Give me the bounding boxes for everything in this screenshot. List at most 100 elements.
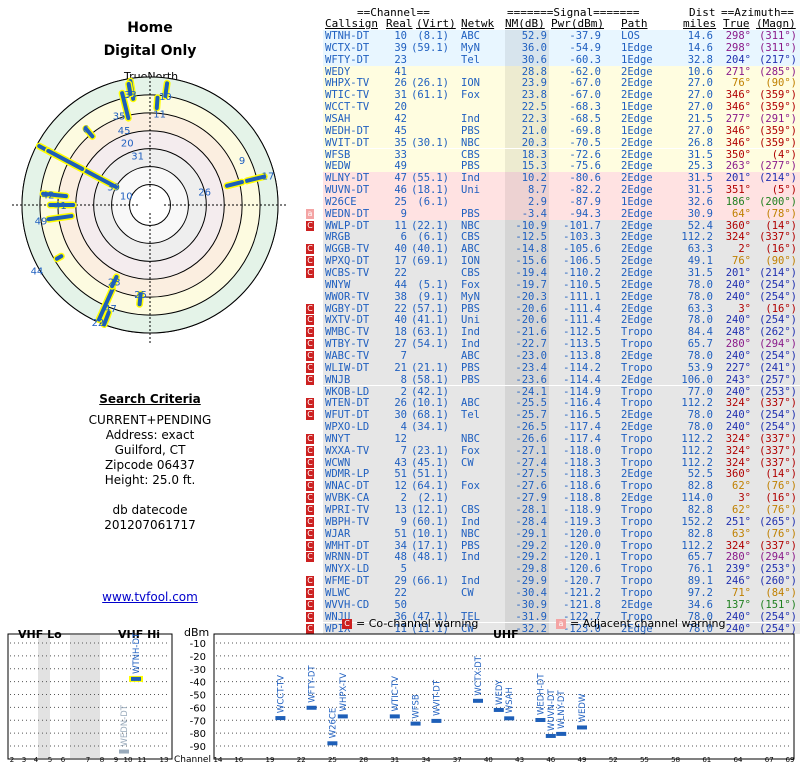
table-row[interactable]: WNYW 44 (5.1) Fox -19.7 -110.5 2Edge 78.0 240° (2… bbox=[303, 278, 800, 291]
table-row[interactable]: C WWLP-DT 11 (22.1) NBC -10.9 -101.7 2Edge 52.4 3… bbox=[303, 219, 800, 232]
table-row[interactable]: C WGGB-TV 40 (40.1) ABC -14.8 -105.6 2Edge 63.3 2… bbox=[303, 243, 800, 255]
cell-callsign: WNAC-DT bbox=[325, 480, 370, 493]
table-row[interactable]: C WCWN 43 (45.1) CW -27.4 -118.3 Tropo 112.2 324°… bbox=[303, 456, 800, 469]
cell-callsign: WPRI-TV bbox=[325, 504, 370, 516]
cell-path: 1Edge bbox=[621, 53, 653, 66]
table-row[interactable]: C WMBC-TV 18 (63.1) Ind -21.6 -112.5 Tropo 84.4 2… bbox=[303, 326, 800, 338]
table-row[interactable]: C WFUT-DT 30 (68.1) Tel -25.7 -116.5 2Edge 78.0 2… bbox=[303, 409, 800, 421]
table-row[interactable]: WUVN-DT 46 (18.1) Uni 8.7 -82.2 2Edge 31.5 351° (… bbox=[303, 184, 800, 196]
table-row[interactable]: C WPRI-TV 13 (12.1) CBS -28.1 -118.9 Tropo 82.8 6… bbox=[303, 504, 800, 516]
cell-azimuth-true: 277° bbox=[725, 112, 751, 125]
cell-path: Tropo bbox=[621, 515, 653, 528]
col-header-pwr: Pwr(dBm) bbox=[551, 17, 604, 30]
cell-nm: -26.6 bbox=[515, 432, 547, 445]
cell-real: 12 bbox=[394, 432, 407, 445]
table-row[interactable]: WFTY-DT 23 Tel 30.6 -60.3 1Edge 32.8 204° (217°) bbox=[303, 53, 800, 66]
cell-real: 26 bbox=[394, 77, 407, 90]
table-row[interactable]: C WBPH-TV 9 (60.1) Ind -28.4 -119.3 Tropo 152.2 2… bbox=[303, 515, 800, 528]
cell-nm: -30.9 bbox=[515, 598, 547, 611]
table-row[interactable]: C WVBK-CA 2 (2.1) -27.9 -118.8 2Edge 114.0 3° (16… bbox=[303, 492, 800, 504]
table-row[interactable]: a WEDN-DT 9 PBS -3.4 -94.3 2Edge 30.9 64° (78°) bbox=[303, 207, 800, 220]
cell-network: PBS bbox=[461, 160, 480, 173]
table-row[interactable]: WCCT-TV 20 22.5 -68.3 1Edge 27.0 346° (359°) bbox=[303, 101, 800, 113]
cell-azimuth-true: 243° bbox=[725, 373, 751, 386]
tvfool-link[interactable]: www.tvfool.com bbox=[102, 590, 198, 604]
cell-path: 2Edge bbox=[621, 255, 653, 268]
table-row[interactable]: WVIT-DT 35 (30.1) NBC 20.3 -70.5 2Edge 26.8 346°… bbox=[303, 136, 800, 149]
table-row[interactable]: C WVVH-CD 50 -30.9 -121.8 2Edge 34.6 137° (151°) bbox=[303, 598, 800, 611]
table-row[interactable]: C WLIW-DT 21 (21.1) PBS -23.4 -114.2 Tropo 53.9 2… bbox=[303, 361, 800, 374]
table-row[interactable]: WEDW 49 PBS 15.3 -75.6 2Edge 25.3 263° (277°) bbox=[303, 160, 800, 172]
polar-label: 39 bbox=[107, 182, 120, 193]
table-row[interactable]: WTNH-DT 10 (8.1) ABC 52.9 -37.9 LOS 14.6 298° (31… bbox=[303, 30, 800, 42]
table-row[interactable]: WTIC-TV 31 (61.1) Fox 23.8 -67.0 2Edge 27.0 346°… bbox=[303, 89, 800, 101]
cell-power: -94.3 bbox=[569, 207, 601, 220]
cell-callsign: WLWC bbox=[325, 586, 351, 599]
cell-callsign: WFSB bbox=[325, 148, 351, 161]
cell-path: Tropo bbox=[621, 326, 653, 339]
cell-azimuth-true: 240° bbox=[725, 421, 751, 434]
table-row[interactable]: WNYX-LD 5 -29.8 -120.6 Tropo 76.1 239° (253°) bbox=[303, 563, 800, 575]
cell-callsign: WJAR bbox=[325, 527, 351, 540]
table-row[interactable]: WEDH-DT 45 PBS 21.0 -69.8 1Edge 27.0 346° (359°) bbox=[303, 124, 800, 137]
header-signal-group: =======Signal======= bbox=[507, 6, 640, 19]
table-row[interactable]: C WJAR 51 (10.1) NBC -29.1 -120.0 Tropo 82.8 63° (… bbox=[303, 527, 800, 540]
table-row[interactable]: C WFME-DT 29 (66.1) Ind -29.9 -120.7 Tropo 89.1 2… bbox=[303, 575, 800, 587]
cell-distance: 52.5 bbox=[687, 468, 713, 481]
cell-power: -70.5 bbox=[569, 136, 601, 149]
marker-label: WHPX-TV bbox=[339, 673, 349, 712]
table-row[interactable]: C WTEN-DT 26 (10.1) ABC -25.5 -116.4 Tropo 112.2… bbox=[303, 397, 800, 409]
table-row[interactable]: C WRNN-DT 48 (48.1) Ind -29.2 -120.1 Tropo 65.7 2… bbox=[303, 551, 800, 563]
row-band bbox=[323, 278, 800, 291]
signal-marker bbox=[504, 716, 515, 721]
table-row[interactable]: C WNJB 8 (58.1) PBS -23.6 -114.4 2Edge 106.0 243°… bbox=[303, 373, 800, 386]
table-row[interactable]: WFSB 33 CBS 18.3 -72.6 2Edge 31.5 350° (4°) bbox=[303, 148, 800, 161]
cell-power: -111.1 bbox=[563, 290, 601, 303]
table-row[interactable]: WCTX-DT 39 (59.1) MyN 36.0 -54.9 1Edge 14.6 298°… bbox=[303, 41, 800, 54]
table-row[interactable]: C WNJU 36 (47.1) TEL -31.9 -122.7 Tropo 78.0 240°… bbox=[303, 610, 800, 623]
nm-column-shade bbox=[505, 539, 549, 552]
table-row[interactable]: C WXXA-TV 7 (23.1) Fox -27.1 -118.0 Tropo 112.2 3… bbox=[303, 444, 800, 457]
table-row[interactable]: WKOB-LD 2 (42.1) -24.1 -114.9 Tropo 77.0 240° (2… bbox=[303, 385, 800, 398]
table-row[interactable]: C WMHT-DT 34 (17.1) PBS -29.2 -120.0 Tropo 112.2… bbox=[303, 539, 800, 552]
table-row[interactable]: WSAH 42 Ind 22.3 -68.5 2Edge 21.5 277° (291°) bbox=[303, 112, 800, 125]
cell-distance: 34.6 bbox=[687, 598, 713, 611]
table-row[interactable]: C WABC-TV 7 ABC -23.0 -113.8 2Edge 78.0 240° (254… bbox=[303, 349, 800, 362]
cell-callsign: WLIW-DT bbox=[325, 361, 370, 374]
cell-azimuth-magn: (254°) bbox=[759, 421, 797, 434]
row-band bbox=[323, 184, 800, 196]
table-row[interactable]: WHPX-TV 26 (26.1) ION 23.9 -67.0 2Edge 27.0 76° (… bbox=[303, 77, 800, 89]
table-row[interactable]: WRGB 6 (6.1) CBS -12.5 -103.3 2Edge 112.2 324° (3… bbox=[303, 231, 800, 243]
cell-nm: -28.4 bbox=[515, 515, 547, 528]
cell-power: -117.4 bbox=[563, 432, 601, 445]
cell-path: 2Edge bbox=[621, 112, 653, 125]
table-row[interactable]: W26CE 25 (6.1) 2.9 -87.9 1Edge 32.6 186° (200°) bbox=[303, 195, 800, 208]
table-row[interactable]: C WDMR-LP 51 (51.1) -27.5 -118.3 2Edge 52.5 360°… bbox=[303, 468, 800, 480]
table-row[interactable]: WEDY 41 28.8 -62.0 2Edge 10.6 271° (285°) bbox=[303, 65, 800, 78]
cell-azimuth-magn: (16°) bbox=[765, 492, 797, 505]
table-row[interactable]: C WCBS-TV 22 CBS -19.4 -110.2 2Edge 31.5 201° (21… bbox=[303, 267, 800, 279]
table-row[interactable]: WLNY-DT 47 (55.1) Ind 10.2 -80.6 2Edge 31.5 201°… bbox=[303, 172, 800, 184]
cell-azimuth-true: 63° bbox=[732, 527, 751, 540]
table-row[interactable]: C WNYT 12 NBC -26.6 -117.4 Tropo 112.2 324° (337°… bbox=[303, 432, 800, 445]
table-row[interactable]: C WNAC-DT 12 (64.1) Fox -27.6 -118.6 Tropo 82.8 6… bbox=[303, 480, 800, 492]
cell-nm: 36.0 bbox=[521, 41, 547, 54]
cell-virt: (10.1) bbox=[411, 527, 449, 540]
cell-azimuth-magn: (254°) bbox=[759, 314, 797, 327]
polar-bar bbox=[120, 91, 131, 121]
table-row[interactable]: C WXTV-DT 40 (41.1) Uni -20.6 -111.4 2Edge 78.0 2… bbox=[303, 314, 800, 326]
table-row[interactable]: WWOR-TV 38 (9.1) MyN -20.3 -111.1 2Edge 78.0 240… bbox=[303, 290, 800, 303]
table-row[interactable]: WPXO-LD 4 (34.1) -26.5 -117.4 2Edge 78.0 240° (2… bbox=[303, 421, 800, 433]
cell-azimuth-magn: (291°) bbox=[759, 112, 797, 125]
station-table: ==Channel== =======Signal======= Dist ==… bbox=[303, 6, 800, 635]
cell-virt: (64.1) bbox=[411, 480, 449, 493]
cell-network: CW bbox=[461, 622, 474, 635]
table-row[interactable]: C WTBY-TV 27 (54.1) Ind -22.7 -113.5 Tropo 65.7 2… bbox=[303, 338, 800, 350]
table-row[interactable]: C WGBY-DT 22 (57.1) PBS -20.6 -111.4 2Edge 63.3 3… bbox=[303, 302, 800, 315]
table-row[interactable]: C WPXQ-DT 17 (69.1) ION -15.6 -106.5 2Edge 49.1 7… bbox=[303, 255, 800, 267]
cell-virt: (66.1) bbox=[411, 575, 449, 588]
table-row[interactable]: C WLWC 22 CW -30.4 -121.2 Tropo 97.2 71° (84°) bbox=[303, 586, 800, 599]
cell-azimuth-magn: (4°) bbox=[771, 148, 797, 161]
uhf-tick: 19 bbox=[266, 756, 275, 764]
cell-path: 2Edge bbox=[621, 77, 653, 90]
